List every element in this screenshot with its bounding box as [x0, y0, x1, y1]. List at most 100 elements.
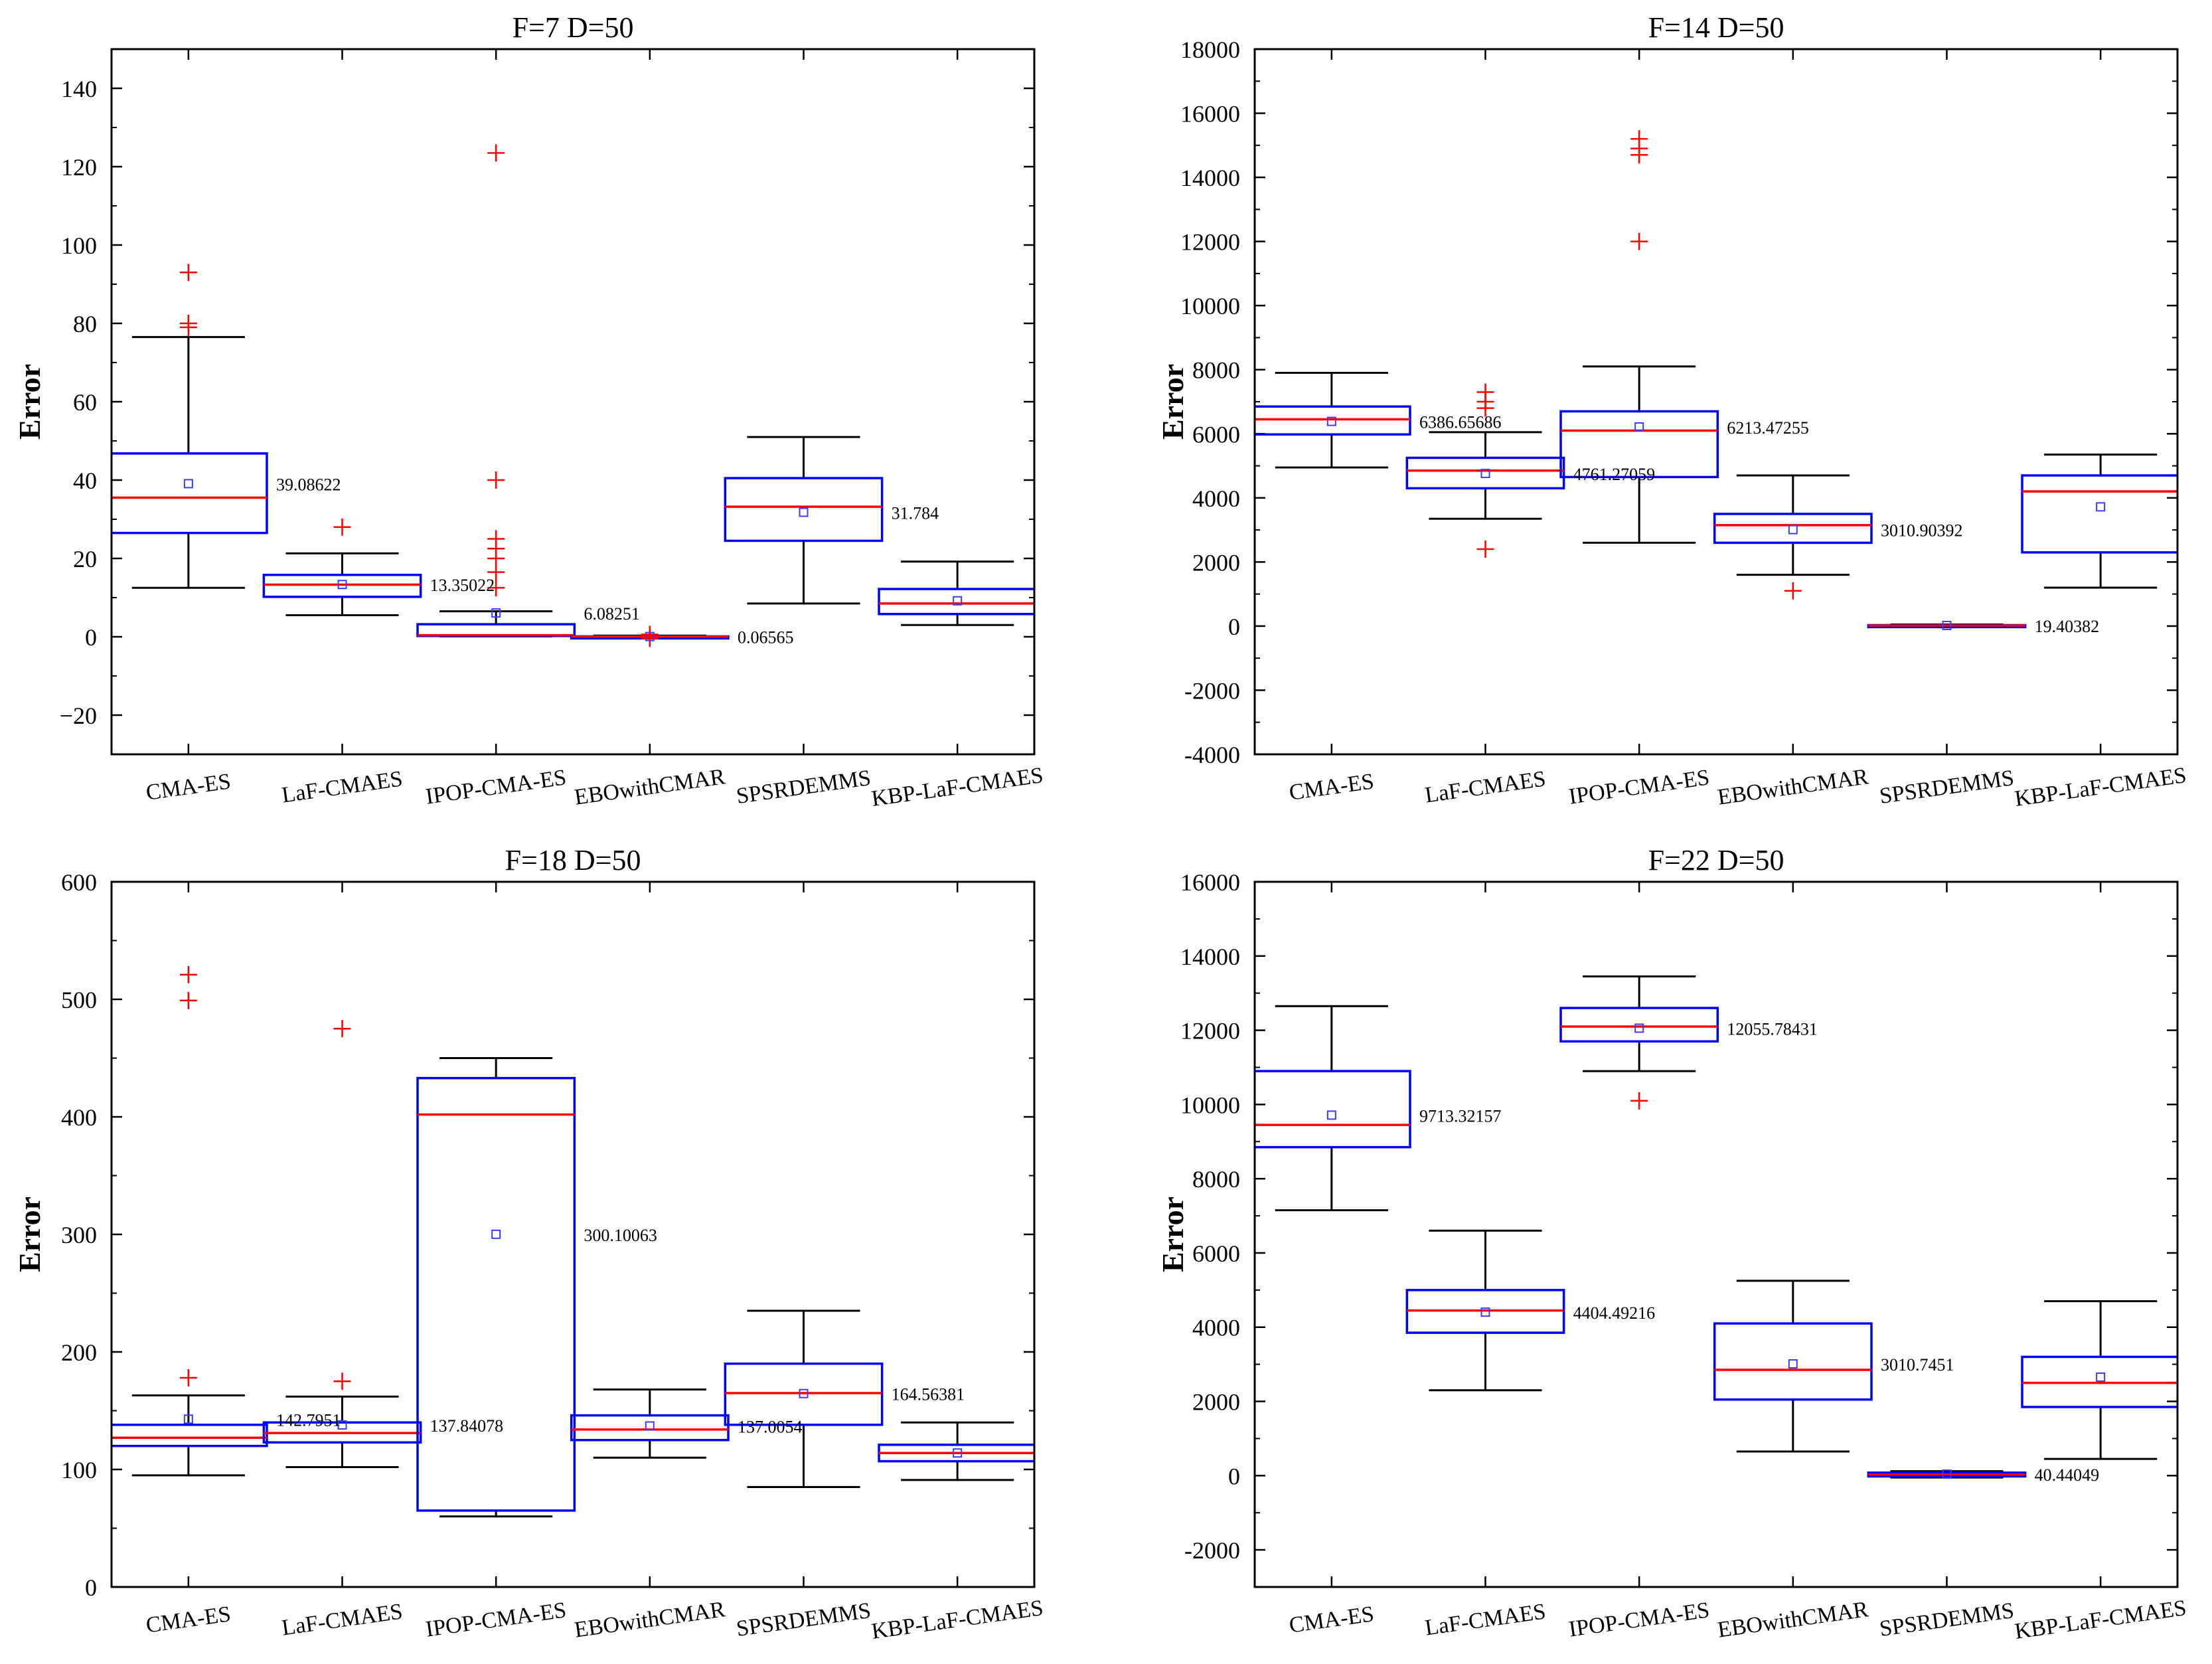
mean-marker — [1634, 422, 1644, 432]
mean-value-label: 6386.65686 — [1419, 413, 1502, 432]
y-tick-label: 0 — [1228, 614, 1240, 640]
y-tick-label: 80 — [73, 311, 97, 337]
mean-value-label: 40.44049 — [2035, 1465, 2100, 1485]
plot-frame — [110, 880, 1036, 1588]
plot-frame — [1253, 48, 2179, 756]
y-axis-label: Error — [13, 364, 46, 440]
mean-marker — [953, 1448, 963, 1458]
mean-value-label: 9713.32157 — [1419, 1106, 1502, 1125]
y-tick-label: 0 — [85, 624, 97, 651]
box-iqr — [724, 1362, 884, 1426]
box-iqr — [1559, 1007, 1719, 1043]
y-tick-label: 0 — [1228, 1463, 1240, 1489]
y-tick-label: 12000 — [1180, 1018, 1240, 1044]
mean-marker — [953, 596, 963, 606]
mean-marker — [645, 1421, 655, 1431]
mean-marker — [491, 608, 501, 618]
mean-value-label: 19.40382 — [2035, 617, 2100, 636]
mean-value-label: 12055.78431 — [1727, 1019, 1818, 1039]
mean-marker — [2096, 502, 2106, 512]
mean-value-label: 4404.49216 — [1573, 1303, 1656, 1323]
y-tick-label: 2000 — [1192, 549, 1240, 576]
box-iqr — [1255, 1070, 1411, 1149]
box-iqr — [112, 1423, 268, 1448]
y-tick-label: 8000 — [1192, 1166, 1240, 1193]
mean-value-label: 6.08251 — [584, 604, 640, 624]
box-iqr — [1713, 513, 1873, 544]
y-tick-label: 14000 — [1180, 165, 1240, 191]
y-tick-label: 14000 — [1180, 944, 1240, 970]
y-tick-label: 40 — [73, 467, 97, 494]
mean-value-label: 142.7951 — [276, 1410, 341, 1430]
data-marks — [1255, 130, 2177, 630]
data-marks — [112, 144, 1034, 647]
mean-marker — [1326, 1110, 1336, 1120]
mean-marker — [1634, 1023, 1644, 1033]
mean-marker — [337, 580, 347, 590]
mean-marker — [799, 1388, 809, 1398]
mean-marker — [1942, 1469, 1952, 1479]
y-tick-label: 10000 — [1180, 293, 1240, 319]
y-tick-label: 600 — [61, 869, 97, 896]
chart-title: F=22 D=50 — [1648, 844, 1784, 876]
y-tick-label: 100 — [61, 1457, 97, 1483]
y-tick-label: 20 — [73, 546, 97, 572]
mean-value-label: 6213.47255 — [1727, 418, 1809, 438]
y-tick-label: 6000 — [1192, 1240, 1240, 1267]
y-tick-label: 60 — [73, 389, 97, 416]
mean-value-label: 0.06565 — [738, 628, 794, 647]
mean-value-label: 4761.27059 — [1573, 465, 1656, 484]
y-axis-label: Error — [13, 1197, 46, 1272]
mean-marker — [1480, 1307, 1490, 1317]
mean-labels: 6386.65686 4761.27059 6213.47255 3010.90392… — [1419, 413, 2100, 636]
mean-marker — [491, 1229, 501, 1239]
mean-marker — [183, 1414, 193, 1424]
y-axis-label: Error — [1156, 364, 1190, 440]
mean-value-label: 31.784 — [892, 503, 939, 523]
mean-value-label: 300.10063 — [584, 1226, 657, 1245]
mean-marker — [1788, 1359, 1798, 1369]
plot-frame — [1253, 880, 2179, 1588]
y-tick-label: 0 — [85, 1574, 97, 1601]
y-tick-label: 300 — [61, 1222, 97, 1248]
mean-value-label: 39.08622 — [276, 475, 341, 494]
y-tick-label: -4000 — [1184, 742, 1240, 768]
box-iqr — [262, 574, 422, 598]
mean-value-label: 137.0054 — [738, 1418, 803, 1437]
y-tick-label: 16000 — [1180, 101, 1240, 127]
y-tick-label: 10000 — [1180, 1092, 1240, 1118]
y-tick-label: 8000 — [1192, 357, 1240, 384]
y-tick-label: 200 — [61, 1339, 97, 1366]
box-iqr — [416, 1076, 576, 1512]
y-tick-label: 500 — [61, 987, 97, 1013]
box-iqr — [570, 1414, 730, 1442]
mean-value-label: 3010.7451 — [1881, 1355, 1954, 1374]
box-iqr — [1559, 410, 1719, 479]
y-tick-label: 6000 — [1192, 421, 1240, 448]
y-tick-label: −20 — [60, 703, 97, 729]
y-tick-label: 100 — [61, 232, 97, 259]
y-tick-label: 400 — [61, 1104, 97, 1131]
mean-marker — [183, 479, 193, 489]
y-tick-label: -2000 — [1184, 677, 1240, 704]
plot-frame — [110, 48, 1036, 756]
box-iqr — [1713, 1322, 1873, 1401]
mean-marker — [1326, 416, 1336, 426]
y-tick-label: -2000 — [1184, 1537, 1240, 1564]
y-axis-label: Error — [1156, 1197, 1190, 1272]
mean-labels: 9713.32157 4404.49216 12055.78431 3010.7451… — [1419, 1019, 2100, 1485]
chart-title: F=18 D=50 — [505, 844, 641, 876]
mean-marker — [337, 1420, 347, 1430]
mean-marker — [1480, 469, 1490, 479]
chart-title: F=14 D=50 — [1648, 11, 1784, 44]
box-iqr — [878, 588, 1034, 616]
mean-marker — [799, 507, 809, 517]
y-tick-label: 4000 — [1192, 485, 1240, 512]
y-tick-label: 120 — [61, 154, 97, 181]
box-iqr — [2021, 474, 2177, 554]
y-tick-label: 4000 — [1192, 1315, 1240, 1341]
mean-value-label: 137.84078 — [430, 1416, 504, 1436]
data-marks — [112, 965, 1034, 1518]
